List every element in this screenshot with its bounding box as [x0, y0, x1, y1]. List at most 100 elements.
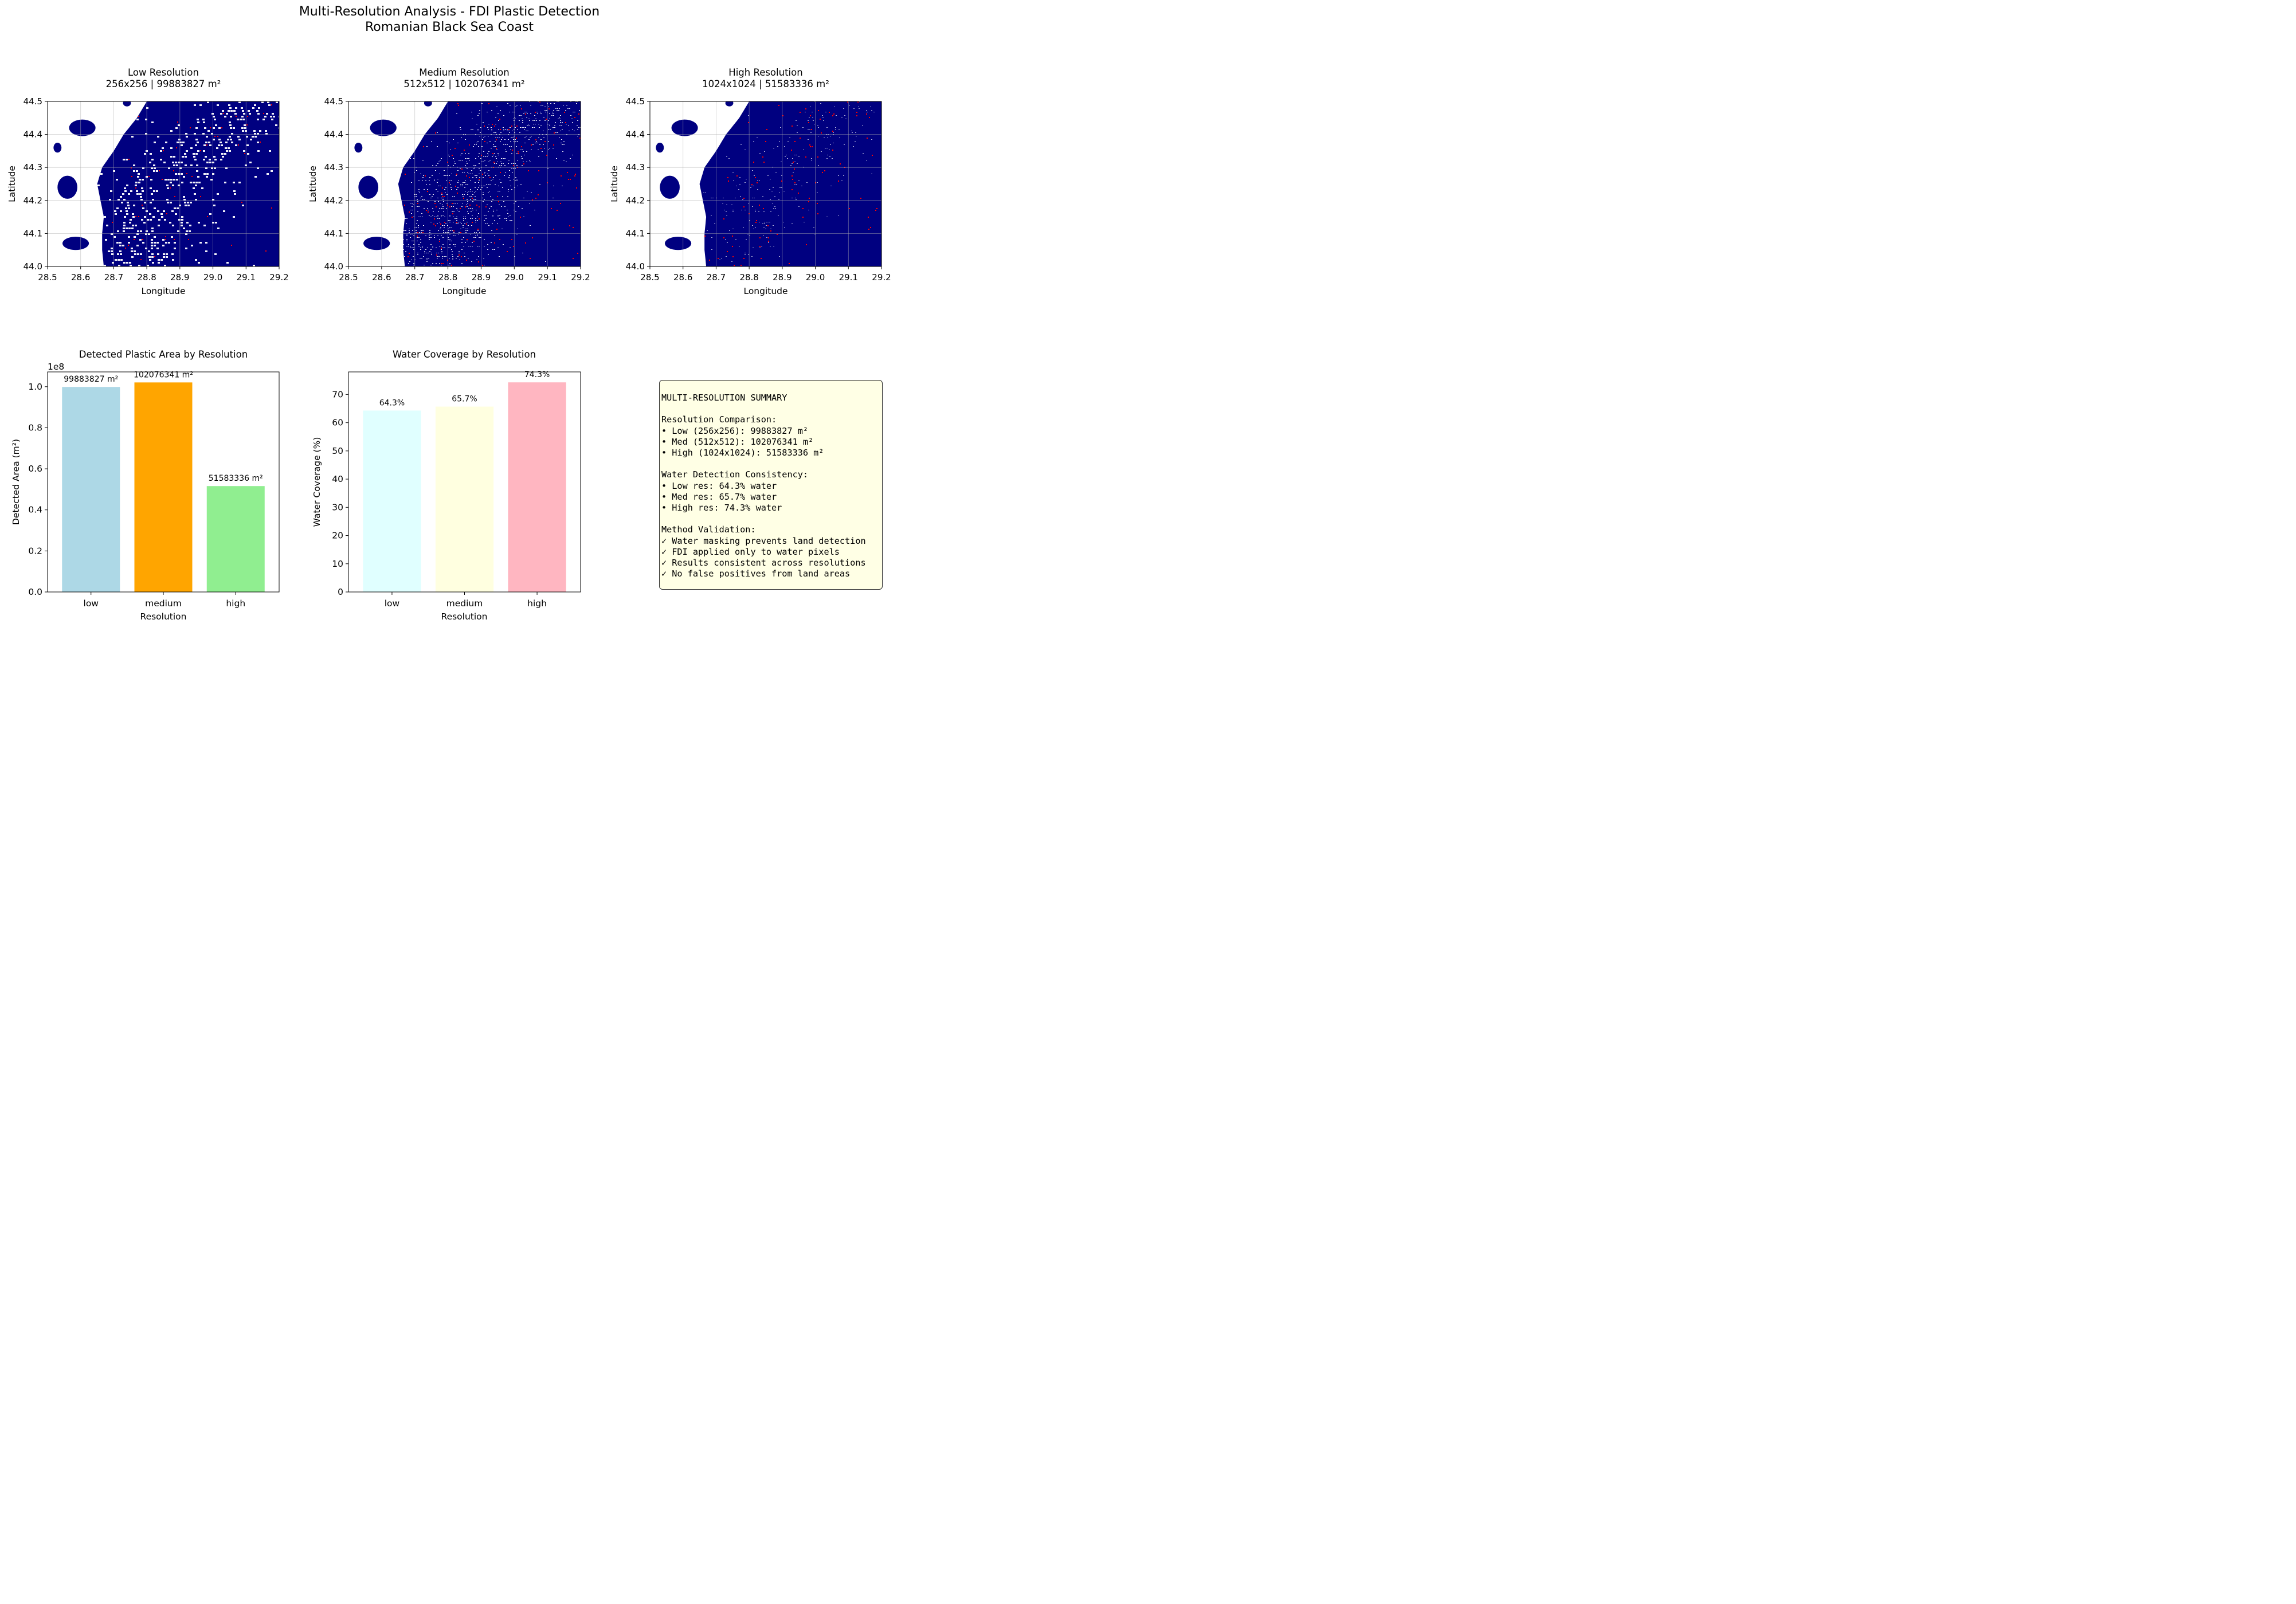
- y-tick-label: 1.0: [28, 382, 42, 392]
- y-tick-label: 44.5: [324, 96, 343, 107]
- y-tick-label: 44.5: [23, 96, 42, 107]
- sea-area: [97, 101, 279, 266]
- summary-line: MULTI-RESOLUTION SUMMARY: [661, 393, 787, 403]
- x-tick-label: 28.5: [640, 272, 659, 283]
- water-noise: [403, 101, 581, 265]
- lake: [358, 175, 379, 199]
- y-tick-label: 0.2: [28, 546, 42, 556]
- bar-high: [508, 382, 566, 592]
- bar-medium: [134, 382, 193, 592]
- y-tick-label: 0.6: [28, 464, 42, 474]
- summary-line: • Med (512x512): 102076341 m²: [661, 436, 814, 447]
- bar-value-label: 64.3%: [379, 398, 405, 407]
- bar-value-label: 99883827 m²: [64, 375, 118, 384]
- bar-value-label: 102076341 m²: [134, 370, 193, 379]
- x-tick-label: 28.8: [438, 272, 457, 283]
- lake: [57, 175, 77, 199]
- y-axis-label: Latitude: [7, 166, 17, 202]
- lake: [69, 119, 96, 136]
- summary-line: • Med res: 65.7% water: [661, 491, 777, 502]
- x-tick-label: 28.6: [372, 272, 391, 283]
- x-axis-label: Resolution: [140, 611, 187, 622]
- lake: [656, 143, 664, 153]
- x-tick-label: 28.6: [71, 272, 90, 283]
- figure-subtitle: Romanian Black Sea Coast: [365, 20, 534, 34]
- y-tick-label: 44.5: [626, 96, 645, 107]
- x-tick-label: 28.7: [104, 272, 123, 283]
- summary-line: ✓ No false positives from land areas: [661, 568, 851, 579]
- x-tick-label: 29.2: [872, 272, 891, 283]
- y-tick-label: 44.0: [626, 261, 645, 272]
- x-tick-label: 28.6: [673, 272, 692, 283]
- y-tick-label: 30: [332, 502, 343, 512]
- y-tick-label: 44.1: [23, 228, 42, 238]
- y-tick-label: 70: [332, 389, 343, 399]
- map-subtitle: 256x256 | 99883827 m²: [106, 79, 221, 89]
- x-tick-label: 28.5: [339, 272, 358, 283]
- x-tick-label: low: [84, 598, 99, 609]
- detected-area-chart: 99883827 m² 102076341 m² 51583336 m² low med…: [11, 349, 280, 622]
- x-tick-label: 29.0: [505, 272, 524, 283]
- x-axis-label: Longitude: [743, 286, 787, 296]
- x-tick-label: 28.8: [739, 272, 758, 283]
- bar-medium: [435, 406, 494, 592]
- x-axis-label: Longitude: [141, 286, 185, 296]
- summary-line: • High (1024x1024): 51583336 m²: [661, 448, 824, 458]
- map-subtitle: 512x512 | 102076341 m²: [403, 79, 524, 89]
- x-tick-label: 28.8: [137, 272, 156, 283]
- figure-canvas: 28.5 28.6 28.7 28.8 28.9 29.0 29.1 29.2 44.0 44.1…: [7, 67, 891, 622]
- y-tick-label: 44.0: [23, 261, 42, 272]
- figure-title: Multi-Resolution Analysis - FDI Plastic …: [299, 5, 600, 19]
- map-title: High Resolution: [728, 67, 802, 78]
- map-panel-low: 28.5 28.6 28.7 28.8 28.9 29.0 29.1 29.2 44.0 44.1…: [7, 67, 289, 296]
- x-tick-label: 29.0: [806, 272, 825, 283]
- y-tick-label: 44.2: [626, 195, 645, 206]
- y-tick-label: 0.4: [28, 505, 42, 515]
- summary-line: Resolution Comparison:: [661, 414, 777, 425]
- y-axis-label: Latitude: [308, 166, 318, 202]
- x-tick-label: 28.5: [38, 272, 57, 283]
- bar-low: [363, 410, 421, 592]
- y-tick-label: 44.3: [324, 162, 343, 172]
- summary-line: • Low res: 64.3% water: [661, 480, 777, 491]
- summary-line: Method Validation:: [661, 524, 756, 535]
- y-tick-label: 20: [332, 531, 343, 541]
- y-tick-label: 50: [332, 446, 343, 456]
- x-tick-label: high: [226, 598, 245, 609]
- x-axis-label: Resolution: [441, 611, 488, 622]
- bar-value-label: 51583336 m²: [209, 474, 263, 483]
- x-tick-label: medium: [446, 598, 483, 609]
- x-tick-label: 28.9: [472, 272, 491, 283]
- x-tick-label: 29.2: [269, 272, 288, 283]
- summary-box: [659, 380, 883, 590]
- y-tick-label: 44.0: [324, 261, 343, 272]
- summary-line: Water Detection Consistency:: [661, 469, 809, 480]
- x-tick-label: 29.2: [571, 272, 590, 283]
- x-tick-label: 28.9: [170, 272, 189, 283]
- map-panel-medium: 28.5 28.6 28.7 28.8 28.9 29.0 29.1 29.2 44.0 44.1…: [308, 67, 590, 296]
- bar-value-label: 65.7%: [452, 395, 477, 404]
- x-tick-label: 29.1: [237, 272, 256, 283]
- y-tick-label: 44.1: [626, 228, 645, 238]
- y-tick-label: 60: [332, 418, 343, 428]
- summary-line: • Low (256x256): 99883827 m²: [661, 425, 809, 436]
- y-tick-label: 44.4: [23, 130, 42, 140]
- map-title: Low Resolution: [128, 67, 199, 78]
- lake: [660, 175, 680, 199]
- x-tick-label: 28.7: [405, 272, 424, 283]
- y-offset-text: 1e8: [48, 362, 64, 372]
- summary-line: ✓ Water masking prevents land detection: [661, 535, 866, 546]
- x-tick-label: low: [385, 598, 400, 609]
- lake: [370, 119, 397, 136]
- y-tick-label: 44.3: [23, 162, 42, 172]
- x-tick-label: 29.1: [839, 272, 858, 283]
- lake: [671, 119, 698, 136]
- y-tick-label: 44.3: [626, 162, 645, 172]
- lake: [424, 101, 432, 107]
- y-tick-label: 40: [332, 474, 343, 484]
- lake: [664, 237, 692, 250]
- y-tick-label: 44.4: [324, 130, 343, 140]
- lake: [363, 237, 390, 250]
- x-tick-label: 28.7: [707, 272, 726, 283]
- x-axis-label: Longitude: [442, 286, 486, 296]
